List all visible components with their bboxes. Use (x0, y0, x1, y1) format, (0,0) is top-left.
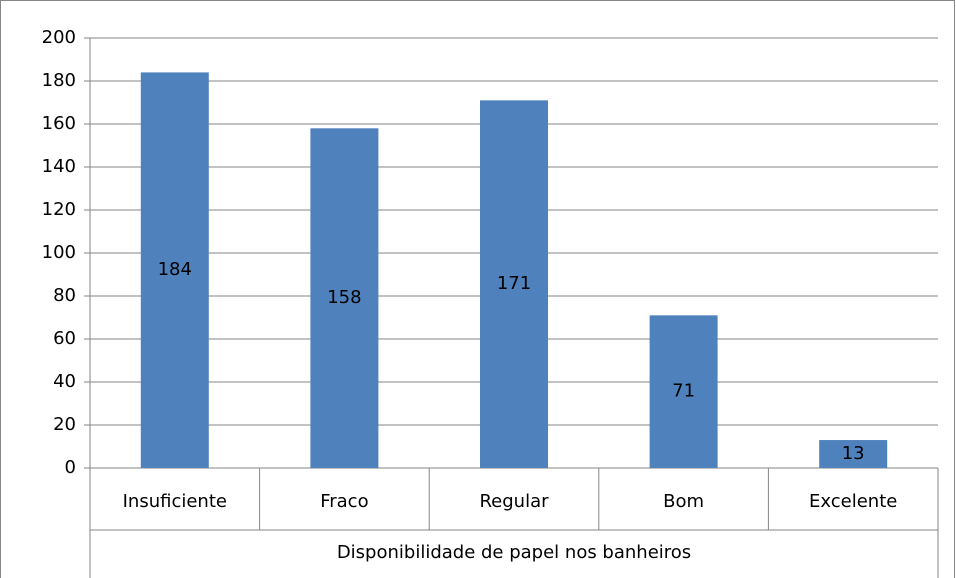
bar (480, 100, 548, 468)
x-tick-label: Fraco (320, 491, 368, 512)
bar (819, 440, 888, 468)
data-label: 158 (327, 287, 361, 308)
y-tick-label: 80 (53, 285, 76, 306)
data-label: 71 (672, 381, 695, 402)
x-tick-label: Bom (663, 491, 704, 512)
x-axis-label: Disponibilidade de papel nos banheiros (337, 542, 691, 563)
bar (649, 315, 718, 468)
data-label: 171 (497, 273, 531, 294)
y-tick-label: 200 (42, 27, 76, 48)
x-tick-label: Regular (479, 491, 549, 512)
x-tick-label: Insuficiente (123, 491, 227, 512)
y-tick-label: 120 (42, 199, 76, 220)
y-tick-label: 20 (53, 414, 76, 435)
y-tick-label: 160 (42, 113, 76, 134)
bar (310, 128, 379, 469)
x-tick-label: Excelente (809, 491, 897, 512)
bar (140, 72, 209, 469)
y-tick-label: 60 (53, 328, 76, 349)
y-tick-label: 180 (42, 70, 76, 91)
data-label: 13 (842, 443, 865, 464)
data-label: 184 (158, 259, 192, 280)
y-tick-label: 0 (65, 457, 76, 478)
y-tick-label: 40 (53, 371, 76, 392)
y-tick-label: 100 (42, 242, 76, 263)
y-tick-label: 140 (42, 156, 76, 177)
